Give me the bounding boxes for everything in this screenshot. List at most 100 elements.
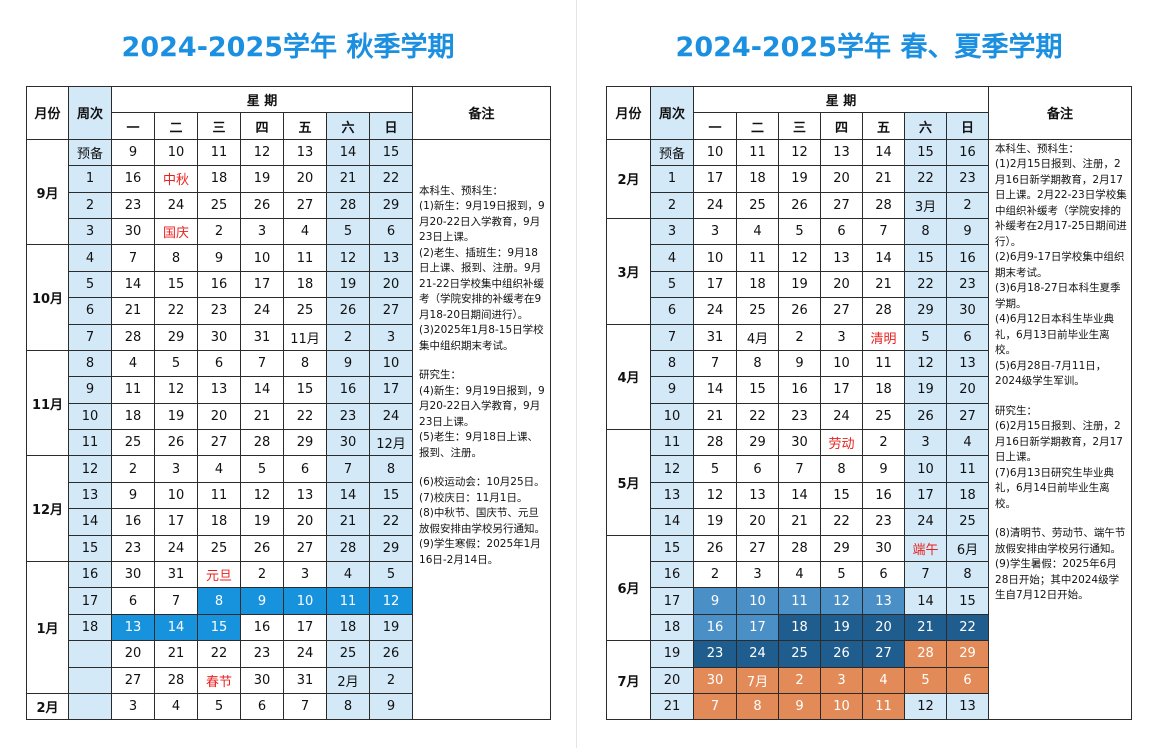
day-cell: 18 — [111, 402, 155, 431]
day-cell: 4月 — [736, 323, 779, 351]
day-cell: 6 — [197, 349, 241, 378]
day-cell: 17 — [820, 376, 863, 404]
calendar-row: 2 23 24 25 26 27 28 29 — [27, 191, 551, 219]
day-cell: 18 — [778, 613, 821, 642]
day-cell: 29 — [283, 429, 327, 457]
day-cell: 21 — [240, 402, 284, 431]
day-cell: 2 — [368, 666, 414, 694]
day-cell: 16 — [240, 613, 284, 642]
day-cell: 18 — [326, 613, 370, 642]
notes-header: 备注 — [412, 86, 552, 140]
day-cell: 21 — [862, 270, 905, 299]
day-cell: 14 — [862, 244, 905, 272]
day-cell: 2 — [778, 666, 821, 694]
note-item: (6)2月15日报到、注册，2月16日新学期教育，2月17日上课。 — [995, 420, 1123, 464]
day-cell: 26 — [778, 297, 821, 325]
day-cell: 25 — [862, 402, 905, 431]
day-cell: 22 — [197, 640, 241, 668]
note-item: (2)老生、插班生：9月18日上课、报到、注册。9月21-22日学校集中组织补缓… — [419, 246, 545, 321]
day-cell: 20 — [862, 613, 905, 642]
day-cell: 3 — [820, 666, 863, 694]
note-item: 本科生、预科生： — [419, 184, 504, 197]
day-cell: 22 — [945, 613, 990, 642]
day-cell: 8 — [945, 561, 990, 589]
day-cell: 5 — [154, 349, 198, 378]
day-cell: 31 — [154, 561, 198, 589]
day-cell: 16 — [945, 244, 990, 272]
weekday-header: 三 — [197, 112, 241, 140]
day-cell: 28 — [778, 534, 821, 563]
day-cell: 10 — [693, 244, 737, 272]
day-cell: 2 — [111, 455, 155, 483]
week-number-cell: 17 — [650, 587, 694, 615]
day-cell: 15 — [820, 481, 863, 510]
day-cell: 3 — [820, 323, 863, 351]
week-number-cell: 11 — [68, 429, 112, 457]
day-cell: 14 — [154, 613, 198, 642]
day-cell: 30 — [945, 297, 990, 325]
note-item: (2)6月9-17日学校集中组织期末考试。 — [995, 251, 1125, 279]
day-cell: 26 — [820, 640, 863, 668]
day-cell: 27 — [820, 191, 863, 219]
calendar-row: 1月 16 30 31 元旦 2 3 4 5 — [26, 561, 551, 694]
day-cell: 12 — [326, 244, 370, 272]
day-cell: 4 — [154, 692, 198, 721]
calendar-row: 4月 7 31 4月 2 3 清明 5 6 — [606, 323, 1132, 431]
calendar-row: 5 14 15 16 17 18 19 20 — [27, 270, 551, 299]
day-cell: 31 — [693, 323, 737, 351]
weekdays-title: 星 期 — [692, 85, 990, 114]
day-cell: 12 — [820, 587, 863, 615]
week-number-cell: 8 — [68, 349, 112, 378]
day-cell: 7 — [240, 349, 284, 378]
day-cell: 28 — [862, 297, 905, 325]
day-cell: 11 — [862, 349, 905, 378]
day-cell: 27 — [197, 429, 241, 457]
day-cell: 12 — [693, 481, 737, 510]
calendar-row: 7 28 29 30 31 11月 2 3 — [27, 323, 551, 351]
day-cell: 28 — [111, 323, 155, 351]
day-cell: 8 — [197, 587, 241, 615]
day-cell: 21 — [862, 165, 905, 193]
calendar-row: 9 14 15 16 17 18 19 20 — [607, 376, 1132, 404]
note-item: 研究生： — [995, 404, 1038, 417]
day-cell: 25 — [197, 191, 241, 219]
day-cell: 18 — [283, 270, 327, 299]
day-cell: 17 — [154, 508, 198, 536]
day-cell: 4 — [736, 217, 779, 246]
week-number-cell — [68, 666, 112, 694]
day-cell: 8 — [154, 244, 198, 272]
week-number-cell: 16 — [650, 561, 694, 589]
day-cell: 19 — [368, 613, 414, 642]
day-cell: 17 — [240, 270, 284, 299]
day-cell: 23 — [778, 402, 821, 431]
calendar-row: 27 28 春节 30 31 2月 2 — [27, 666, 551, 694]
day-cell: 4 — [283, 217, 327, 246]
weekday-header: 四 — [240, 112, 284, 140]
weekday-header: 二 — [154, 112, 198, 140]
week-number-cell: 10 — [68, 402, 112, 431]
day-cell: 27 — [820, 297, 863, 325]
day-cell: 30 — [778, 429, 821, 457]
calendar-row: 16 2 3 4 5 6 7 8 — [607, 561, 1132, 589]
day-cell: 清明 — [862, 323, 905, 351]
note-item: (7)校庆日：11月1日。 — [419, 491, 528, 504]
note-item: (1)新生：9月19日报到，9月20-22日入学教育，9月23日上课。 — [419, 200, 545, 244]
spring-summer-calendar-table: 月份 周次星 期备注一二三四五六日 2月 预备 10 11 12 13 14 15 16 本科生、预科… — [606, 85, 1133, 721]
day-cell: 2 — [945, 191, 990, 219]
day-cell: 7 — [778, 455, 821, 483]
calendar-row: 21 7 8 9 10 11 12 13 — [607, 692, 1132, 721]
calendar-row: 18 16 17 18 19 20 21 22 — [607, 613, 1132, 642]
day-cell: 15 — [736, 376, 779, 404]
month-cell: 7月 — [606, 640, 651, 721]
day-cell: 7 — [154, 587, 198, 615]
day-cell: 25 — [736, 297, 779, 325]
day-cell: 9 — [778, 692, 821, 721]
week-number-cell: 10 — [650, 402, 694, 431]
calendar-row: 11月 8 4 5 6 7 8 9 10 — [26, 349, 551, 457]
day-cell: 21 — [326, 508, 370, 536]
day-cell: 11 — [736, 138, 779, 167]
month-cell: 1月 — [26, 561, 69, 694]
day-cell: 28 — [326, 534, 370, 563]
month-cell: 3月 — [606, 217, 651, 325]
day-cell: 16 — [693, 613, 737, 642]
